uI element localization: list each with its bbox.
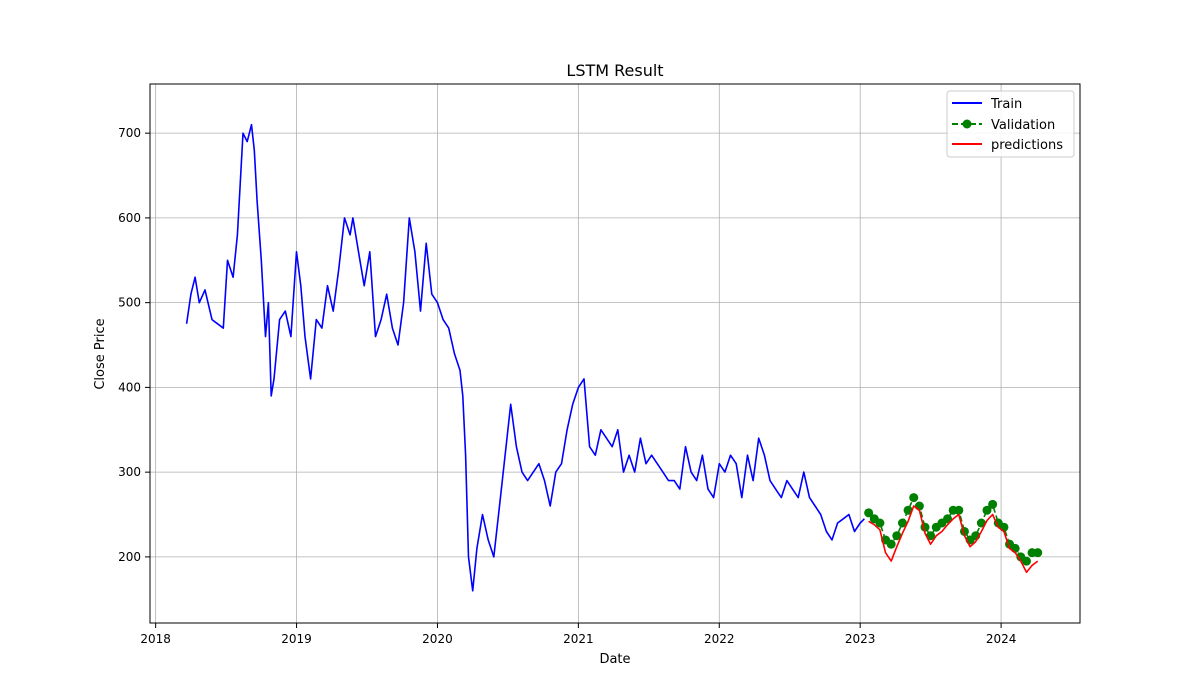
data-point-validation [1010,543,1020,553]
y-tick-label: 300 [118,465,141,479]
data-point-validation [954,505,964,515]
x-tick-label: 2019 [281,632,312,646]
x-axis-label: Date [599,652,630,667]
data-point-validation [875,518,885,528]
legend-label-predictions: predictions [991,138,1063,153]
x-tick-label: 2021 [563,632,594,646]
data-point-validation [903,505,913,515]
y-tick-label: 600 [118,211,141,225]
plot-area [150,84,1080,623]
legend-label-validation: Validation [991,118,1055,133]
data-point-validation [914,501,924,511]
y-axis-label: Close Price [93,318,108,389]
series-group [185,123,1043,592]
data-point-validation [897,518,907,528]
legend: Train Validation predictions [946,90,1075,158]
x-tick-label: 2018 [140,632,171,646]
chart-title: LSTM Result [566,61,663,80]
y-tick-label: 200 [118,550,141,564]
y-tick-label: 500 [118,296,141,310]
data-point-validation [864,508,874,518]
grid [150,84,1080,623]
x-tick-label: 2023 [845,632,876,646]
y-tick-label: 400 [118,380,141,394]
series-line-predictions [868,505,1039,574]
legend-marker-validation [962,119,972,129]
series-line-train [185,123,865,592]
data-point-validation [909,493,919,503]
legend-box [946,90,1075,158]
data-point-validation [999,522,1009,532]
axes: 2018 2019 2020 2021 2022 2023 2024 200 300 400 500… [118,126,1016,646]
data-point-validation [976,518,986,528]
data-point-validation [1021,556,1031,566]
x-tick-label: 2022 [704,632,735,646]
data-point-validation [1033,548,1043,558]
data-point-validation [926,531,936,541]
x-tick-label: 2024 [986,632,1017,646]
data-point-validation [892,531,902,541]
data-point-validation [982,505,992,515]
data-point-validation [988,499,998,509]
x-tick-label: 2020 [422,632,453,646]
y-tick-label: 700 [118,126,141,140]
data-point-validation [943,514,953,524]
data-point-validation [886,539,896,549]
plot-frame [149,83,1081,624]
legend-label-train: Train [990,97,1022,112]
